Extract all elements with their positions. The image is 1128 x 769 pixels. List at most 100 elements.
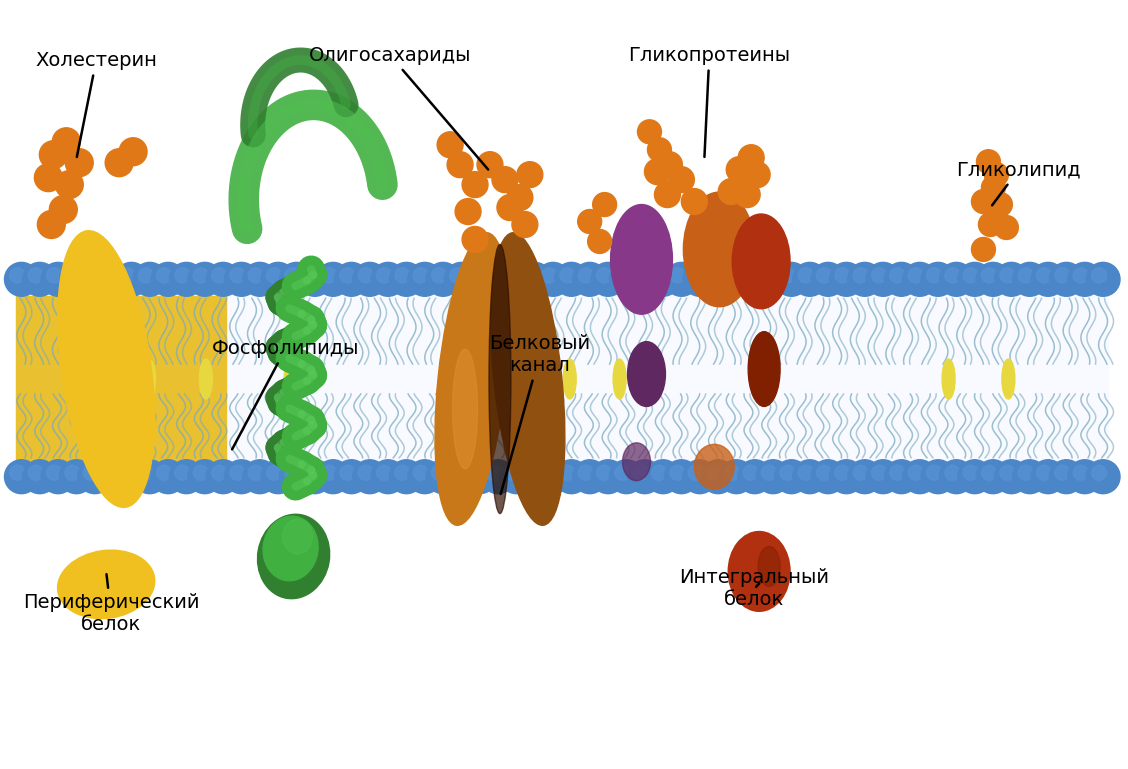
- Circle shape: [559, 465, 575, 481]
- Text: Гликолипид: Гликолипид: [957, 161, 1081, 205]
- Circle shape: [102, 465, 116, 481]
- Circle shape: [298, 460, 332, 494]
- Circle shape: [963, 268, 978, 283]
- Circle shape: [890, 268, 905, 283]
- Ellipse shape: [435, 233, 509, 525]
- Circle shape: [335, 262, 369, 296]
- Circle shape: [335, 460, 369, 494]
- Circle shape: [462, 262, 496, 296]
- Circle shape: [248, 268, 264, 283]
- Circle shape: [1068, 262, 1102, 296]
- Circle shape: [500, 460, 534, 494]
- Circle shape: [41, 262, 76, 296]
- Ellipse shape: [1002, 359, 1015, 399]
- Circle shape: [175, 465, 191, 481]
- Text: Интегральный
белок: Интегральный белок: [679, 568, 829, 609]
- Circle shape: [1037, 465, 1051, 481]
- Ellipse shape: [263, 516, 318, 581]
- Circle shape: [999, 465, 1015, 481]
- Circle shape: [720, 262, 754, 296]
- Circle shape: [744, 161, 770, 188]
- Circle shape: [41, 460, 76, 494]
- Circle shape: [734, 181, 760, 208]
- Circle shape: [872, 465, 887, 481]
- Ellipse shape: [732, 214, 790, 308]
- Circle shape: [597, 268, 611, 283]
- Circle shape: [615, 465, 631, 481]
- Circle shape: [23, 262, 56, 296]
- Circle shape: [468, 465, 484, 481]
- Circle shape: [811, 262, 845, 296]
- Circle shape: [573, 460, 607, 494]
- Circle shape: [609, 460, 643, 494]
- Circle shape: [853, 268, 869, 283]
- Circle shape: [706, 268, 722, 283]
- Circle shape: [1092, 465, 1107, 481]
- Circle shape: [389, 460, 423, 494]
- Circle shape: [83, 268, 98, 283]
- Ellipse shape: [488, 245, 511, 514]
- Circle shape: [262, 262, 296, 296]
- Ellipse shape: [614, 359, 626, 399]
- Circle shape: [995, 262, 1029, 296]
- Ellipse shape: [758, 547, 781, 587]
- Circle shape: [280, 262, 314, 296]
- Circle shape: [1068, 460, 1102, 494]
- Ellipse shape: [695, 444, 734, 489]
- Circle shape: [1031, 262, 1065, 296]
- Circle shape: [853, 465, 869, 481]
- Circle shape: [817, 465, 831, 481]
- Circle shape: [664, 460, 698, 494]
- Text: Фосфолипиды: Фосфолипиды: [212, 339, 360, 449]
- Circle shape: [175, 268, 191, 283]
- Circle shape: [908, 465, 924, 481]
- Circle shape: [1031, 460, 1065, 494]
- Circle shape: [628, 460, 662, 494]
- Circle shape: [408, 460, 442, 494]
- Circle shape: [340, 268, 355, 283]
- Ellipse shape: [491, 233, 565, 525]
- Circle shape: [958, 460, 992, 494]
- Circle shape: [644, 158, 670, 185]
- Circle shape: [743, 268, 758, 283]
- Circle shape: [505, 268, 520, 283]
- Ellipse shape: [58, 550, 155, 618]
- Circle shape: [114, 262, 149, 296]
- Circle shape: [450, 465, 465, 481]
- Circle shape: [1049, 262, 1083, 296]
- Circle shape: [230, 268, 245, 283]
- Circle shape: [39, 141, 68, 168]
- Circle shape: [779, 465, 795, 481]
- Ellipse shape: [58, 231, 155, 508]
- Circle shape: [426, 460, 460, 494]
- Circle shape: [188, 262, 222, 296]
- Circle shape: [682, 262, 716, 296]
- Circle shape: [995, 460, 1029, 494]
- Ellipse shape: [627, 341, 666, 407]
- Circle shape: [536, 460, 570, 494]
- Circle shape: [579, 465, 593, 481]
- Circle shape: [817, 268, 831, 283]
- Circle shape: [5, 262, 38, 296]
- Circle shape: [597, 465, 611, 481]
- Ellipse shape: [200, 359, 212, 399]
- Circle shape: [10, 268, 25, 283]
- Circle shape: [988, 192, 1012, 217]
- Circle shape: [945, 465, 960, 481]
- Circle shape: [523, 465, 538, 481]
- Circle shape: [426, 262, 460, 296]
- Circle shape: [664, 262, 698, 296]
- Circle shape: [978, 212, 1003, 236]
- Circle shape: [34, 164, 62, 191]
- Circle shape: [779, 268, 795, 283]
- Circle shape: [462, 460, 496, 494]
- Circle shape: [105, 148, 133, 177]
- Circle shape: [588, 229, 611, 254]
- Circle shape: [512, 211, 538, 238]
- Text: Периферический
белок: Периферический белок: [23, 574, 200, 634]
- Circle shape: [541, 465, 557, 481]
- Circle shape: [413, 465, 429, 481]
- Circle shape: [157, 465, 171, 481]
- Circle shape: [829, 460, 863, 494]
- Ellipse shape: [142, 359, 156, 399]
